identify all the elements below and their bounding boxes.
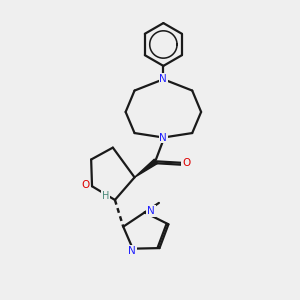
Text: N: N [160, 74, 167, 84]
Text: N: N [160, 133, 167, 142]
Text: N: N [128, 246, 136, 256]
Polygon shape [134, 159, 158, 177]
Text: O: O [81, 180, 90, 190]
Text: O: O [182, 158, 190, 168]
Text: H: H [102, 191, 109, 201]
Text: N: N [147, 206, 155, 216]
